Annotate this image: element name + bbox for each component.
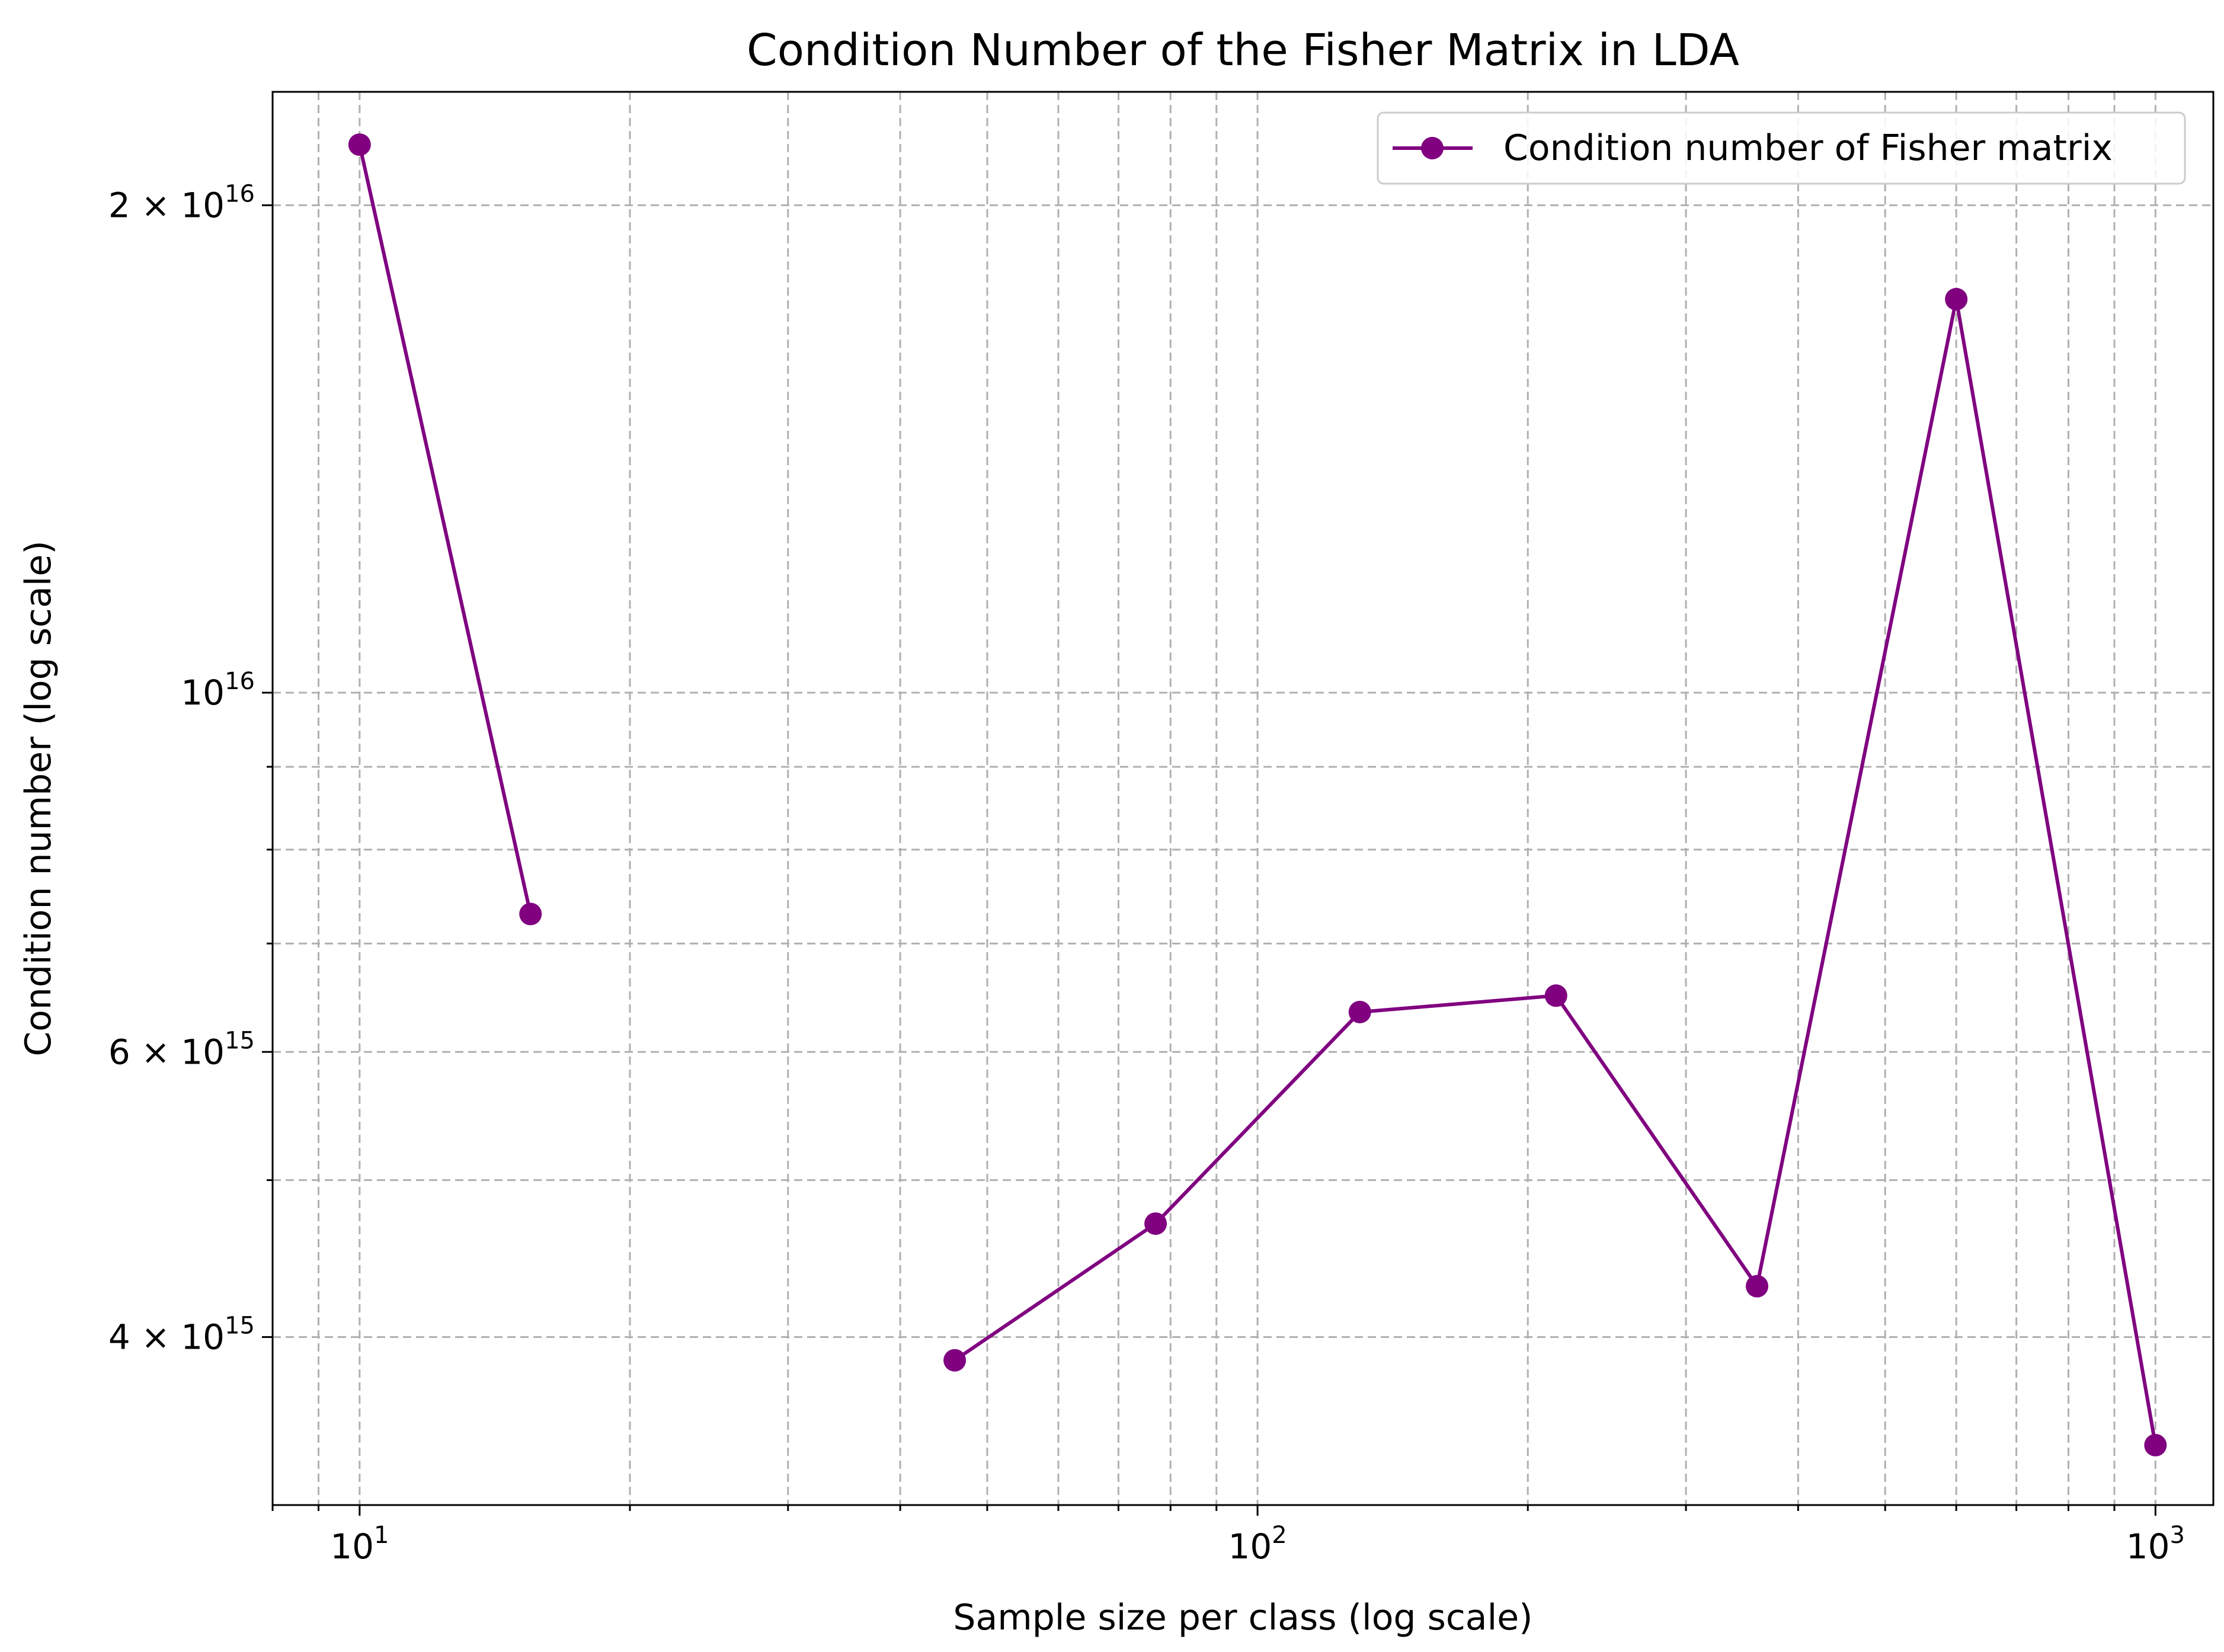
y-tick-label: 6 × 1015 xyxy=(108,1027,255,1072)
legend: Condition number of Fisher matrix xyxy=(1377,111,2186,185)
grid xyxy=(271,92,2213,1505)
x-axis-label: Sample size per class (log scale) xyxy=(953,1597,1532,1638)
legend-entry-label: Condition number of Fisher matrix xyxy=(1503,127,2113,169)
data-point xyxy=(1544,984,1567,1007)
series-line xyxy=(953,297,2158,1446)
axis-ticks: 101 102 103 4 × 1015 6 × 1015 1016 2 × 1016 xyxy=(108,180,2185,1567)
data-point xyxy=(1746,1275,1769,1298)
x-tick-label: 101 xyxy=(330,1522,389,1567)
data-point xyxy=(1348,1000,1371,1023)
data-point xyxy=(519,902,542,926)
y-tick-label: 2 × 1016 xyxy=(108,180,255,225)
y-tick-label: 4 × 1015 xyxy=(108,1312,255,1357)
x-tick-label: 102 xyxy=(1228,1522,1287,1567)
legend-box xyxy=(1377,111,2186,185)
data-point xyxy=(2144,1433,2167,1456)
plot-area-frame xyxy=(271,91,2215,1506)
data-point xyxy=(1945,287,1968,310)
chart-title: Condition Number of the Fisher Matrix in… xyxy=(747,25,1739,76)
series-line xyxy=(357,144,533,915)
y-axis-label: Condition number (log scale) xyxy=(18,540,59,1056)
legend-marker-swatch xyxy=(1421,137,1444,159)
x-tick-label: 103 xyxy=(2126,1522,2185,1567)
data-point xyxy=(1144,1212,1167,1235)
data-point xyxy=(943,1349,967,1372)
data-point xyxy=(348,133,371,156)
series-layer xyxy=(348,133,2167,1456)
y-tick-label: 1016 xyxy=(181,668,255,713)
